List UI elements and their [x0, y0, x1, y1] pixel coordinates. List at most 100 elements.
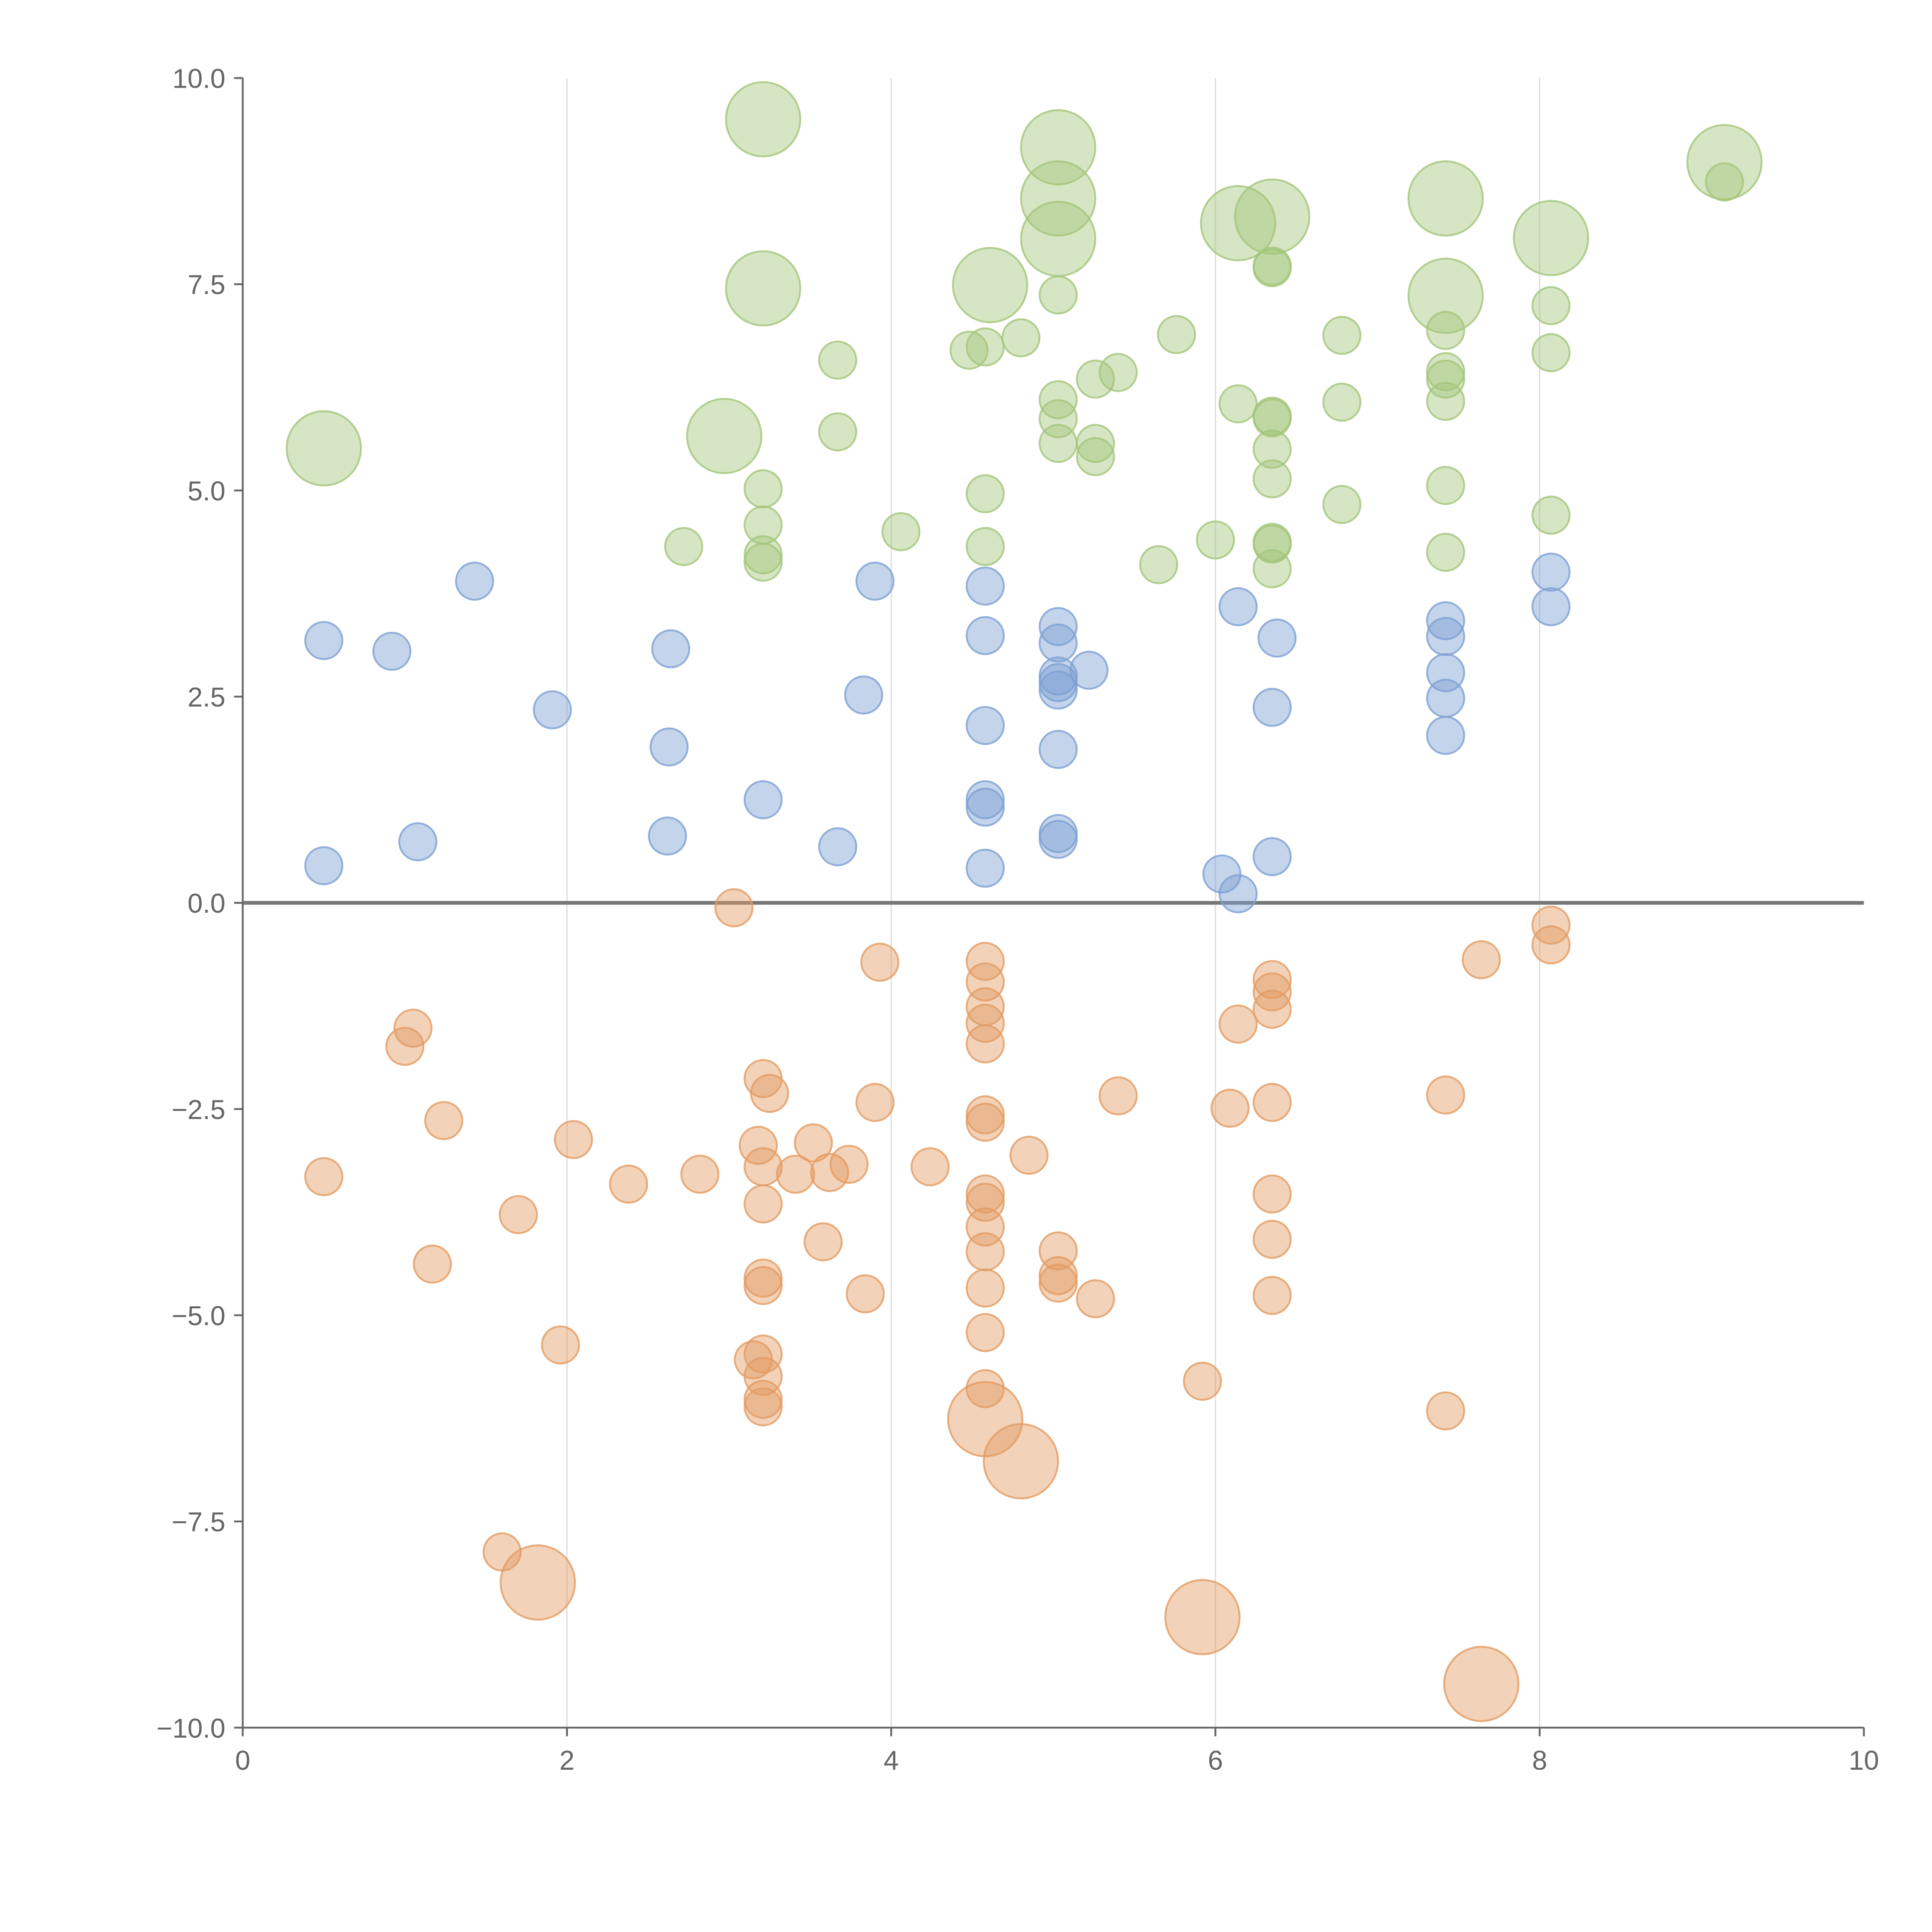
data-point-blue — [1426, 617, 1465, 656]
x-tick-label: 10 — [1849, 1745, 1879, 1776]
data-point-orange — [743, 1387, 783, 1427]
data-point-green — [725, 250, 801, 327]
data-point-green — [1139, 545, 1179, 584]
data-point-orange — [609, 1164, 648, 1204]
data-point-orange — [413, 1245, 452, 1284]
data-point-blue — [844, 675, 883, 715]
data-point-blue — [1426, 601, 1465, 640]
data-point-green — [1039, 424, 1078, 463]
data-point-orange — [1076, 1279, 1115, 1318]
x-tick-label: 6 — [1208, 1745, 1223, 1776]
data-point-orange — [500, 1544, 576, 1621]
data-point-green — [1196, 520, 1235, 560]
data-point-green — [1234, 178, 1310, 255]
data-point-blue — [966, 706, 1005, 745]
data-point-green — [1252, 549, 1292, 588]
data-point-orange — [910, 1147, 950, 1187]
data-point-orange — [1183, 1362, 1222, 1401]
data-point-orange — [1252, 960, 1292, 999]
y-tick-label: −10.0 — [156, 1713, 225, 1743]
data-point-orange — [1009, 1136, 1049, 1175]
data-point-orange — [829, 1145, 869, 1184]
data-point-blue — [304, 846, 344, 885]
data-point-green — [1426, 382, 1465, 421]
data-point-orange — [803, 1222, 843, 1262]
x-tick-label: 4 — [884, 1745, 899, 1776]
y-tick-label: −5.0 — [172, 1300, 225, 1331]
data-point-green — [1200, 185, 1276, 262]
data-point-blue — [855, 561, 895, 601]
data-point-orange — [385, 1027, 425, 1066]
data-point-green — [1426, 532, 1465, 572]
data-point-orange — [966, 1174, 1005, 1214]
data-point-blue — [1202, 854, 1242, 894]
data-point-orange — [424, 1101, 463, 1140]
data-point-orange — [810, 1153, 849, 1192]
data-point-orange — [1039, 1264, 1078, 1303]
data-point-orange — [1252, 1276, 1292, 1315]
data-point-blue — [1252, 837, 1292, 876]
data-point-orange — [1252, 1174, 1292, 1214]
data-point-blue — [743, 780, 783, 820]
data-point-blue — [1426, 679, 1465, 718]
data-point-green — [818, 340, 857, 380]
data-point-orange — [743, 1184, 783, 1224]
data-point-orange — [966, 1268, 1005, 1308]
data-point-green — [1252, 459, 1292, 498]
data-point-orange — [966, 1369, 1005, 1408]
data-point-orange — [966, 1024, 1005, 1064]
data-point-blue — [818, 827, 857, 866]
data-point-blue — [1531, 553, 1571, 592]
data-point-green — [1076, 359, 1115, 399]
data-point-blue — [1039, 820, 1078, 859]
data-point-orange — [845, 1274, 885, 1313]
data-point-orange — [1531, 925, 1571, 964]
y-tick-label: 7.5 — [187, 269, 225, 300]
y-tick-label: −2.5 — [172, 1094, 225, 1125]
data-point-orange — [966, 1313, 1005, 1352]
data-point-blue — [1218, 587, 1258, 626]
data-point-orange — [1426, 1391, 1465, 1430]
data-point-green — [1252, 248, 1292, 287]
data-point-green — [1531, 495, 1571, 535]
data-point-orange — [541, 1325, 580, 1365]
data-point-blue — [1257, 618, 1297, 658]
data-point-orange — [776, 1155, 815, 1194]
data-point-green — [1076, 424, 1115, 463]
data-point-green — [966, 327, 1005, 367]
data-point-orange — [1099, 1076, 1138, 1116]
data-point-orange — [1462, 940, 1501, 980]
data-point-orange — [1443, 1646, 1520, 1722]
data-point-blue — [1069, 651, 1109, 690]
data-point-green — [1407, 160, 1484, 237]
data-point-blue — [966, 566, 1005, 606]
data-point-green — [1513, 200, 1589, 276]
data-points — [286, 81, 1763, 1722]
axes: 0 2 4 6 8 10 10.0 7.5 5.0 2.5 0.0 −2.5 −5.0 −7.5 −10.0 — [156, 63, 1879, 1776]
data-point-orange — [714, 888, 753, 927]
data-point-blue — [455, 561, 494, 601]
data-point-orange — [304, 1157, 344, 1196]
data-point-green — [1252, 430, 1292, 469]
data-point-green — [743, 543, 783, 582]
data-point-orange — [794, 1123, 833, 1163]
data-point-green — [881, 512, 921, 551]
data-point-blue — [1531, 587, 1571, 626]
data-point-blue — [1218, 874, 1258, 913]
data-point-green — [686, 398, 762, 474]
data-point-green — [818, 412, 857, 452]
data-point-orange — [855, 1083, 895, 1122]
data-point-green — [966, 527, 1005, 566]
data-point-orange — [1252, 972, 1292, 1012]
data-point-orange — [1164, 1579, 1241, 1655]
y-tick-label: 10.0 — [172, 63, 225, 94]
data-point-orange — [966, 1232, 1005, 1271]
data-point-orange — [393, 1009, 433, 1048]
data-point-blue — [966, 787, 1005, 827]
data-point-green — [725, 81, 801, 158]
data-point-green — [1407, 257, 1484, 334]
data-point-blue — [1426, 716, 1465, 755]
y-tick-label: 2.5 — [187, 682, 225, 713]
data-point-blue — [1252, 688, 1292, 727]
data-point-orange — [554, 1120, 593, 1159]
